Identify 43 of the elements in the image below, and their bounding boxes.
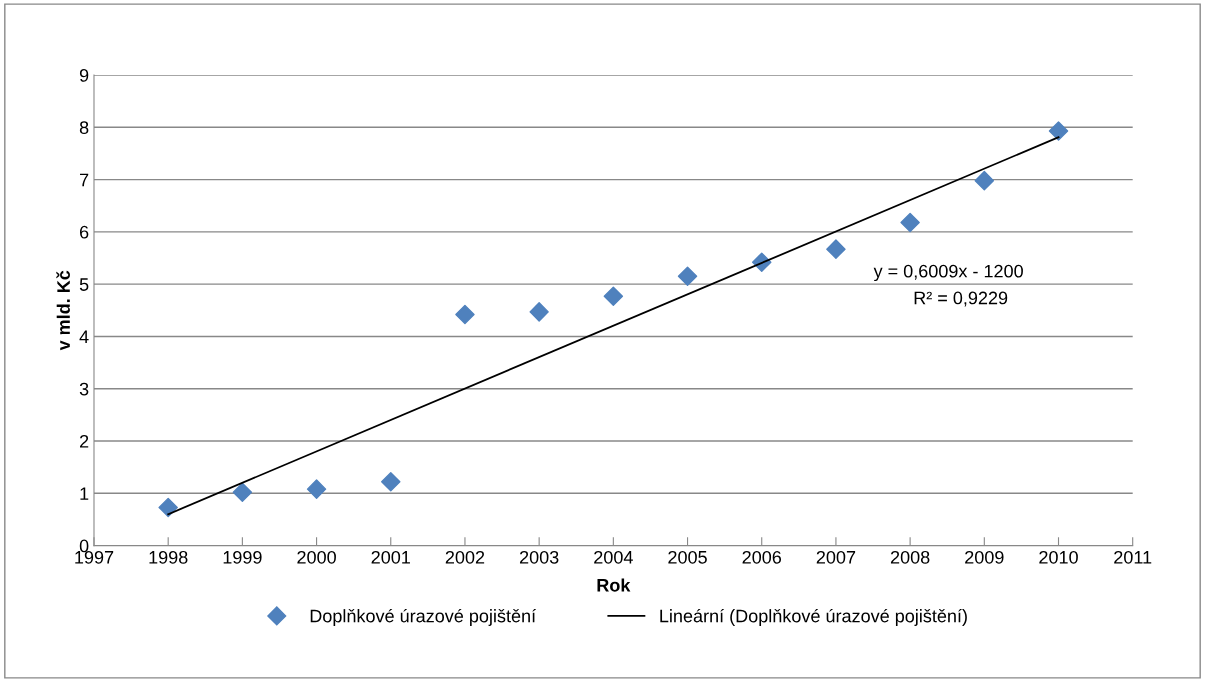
y-tick-label: 9 <box>79 68 89 82</box>
point <box>381 472 401 492</box>
x-tick-label: 1997 <box>75 550 114 564</box>
y-tick-label: 8 <box>79 121 89 135</box>
y-tick-label: 0 <box>79 539 89 553</box>
point <box>677 266 698 287</box>
x-axis-title: Rok <box>597 578 631 592</box>
x-tick-label: 2006 <box>742 550 782 564</box>
x-tick-label: 2009 <box>965 550 1004 564</box>
x-tick-label: 2008 <box>890 550 930 564</box>
point <box>529 302 549 322</box>
x-tick-label: 2011 <box>1114 550 1152 564</box>
x-tick-label: 2003 <box>519 550 559 564</box>
x-tick-label: 1998 <box>149 550 188 564</box>
point <box>455 304 475 325</box>
y-tick-label: 4 <box>79 330 89 343</box>
y-tick-label: 6 <box>80 225 89 239</box>
point <box>1048 121 1069 141</box>
y-tick-label: 2 <box>80 434 89 448</box>
x-tick-label: 2000 <box>297 550 336 564</box>
point <box>900 212 920 233</box>
y-tick-label: 1 <box>80 487 89 500</box>
point <box>232 482 253 503</box>
point <box>306 479 327 499</box>
annotation: y = 0,6009x - 1200 <box>873 264 1023 282</box>
point <box>974 170 995 191</box>
y-axis-title: v mld. Kč <box>56 270 70 351</box>
x-tick-label: 2007 <box>816 550 856 564</box>
point <box>826 239 846 259</box>
annotation: R² = 0,9229 <box>914 291 1008 307</box>
point <box>158 497 178 518</box>
legend-label: Doplňkové úrazové pojištění <box>310 608 537 626</box>
x-tick-label: 2002 <box>445 550 485 564</box>
y-tick-label: 3 <box>79 382 89 396</box>
x-tick-label: 1999 <box>223 550 262 564</box>
y-tick-label: 5 <box>79 278 89 291</box>
legend-label: Lineární (Doplňkové úrazové pojištění) <box>660 608 967 626</box>
x-tick-label: 2010 <box>1039 550 1078 564</box>
point <box>603 286 624 306</box>
x-tick-label: 2004 <box>594 550 633 564</box>
y-tick-label: 7 <box>80 173 89 187</box>
x-tick-label: 2005 <box>668 550 707 564</box>
x-tick-label: 2001 <box>371 550 410 564</box>
